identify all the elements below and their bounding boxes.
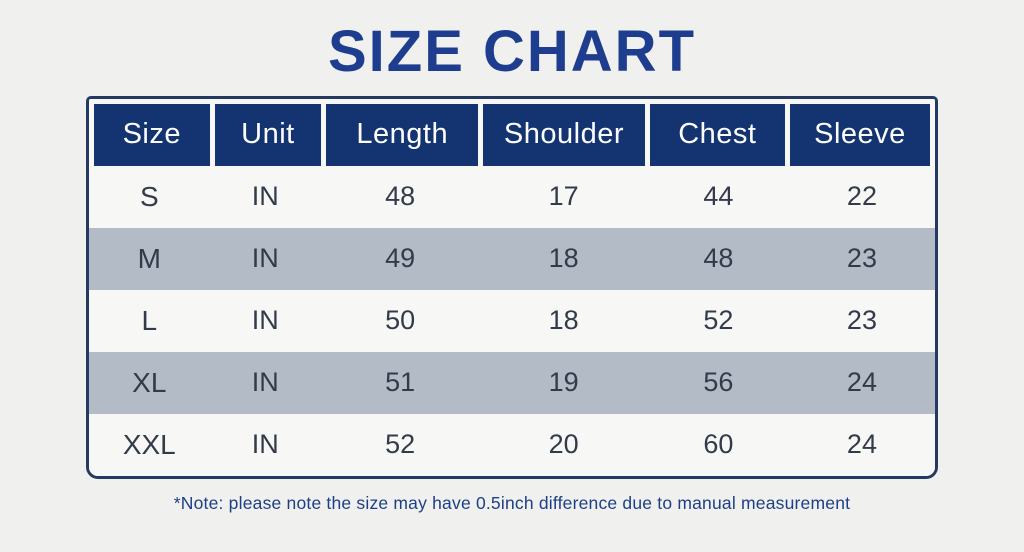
table-row-l: L IN 50 18 52 23 bbox=[89, 289, 935, 352]
table-cell: M bbox=[137, 242, 161, 274]
table-cell: 18 bbox=[548, 243, 579, 274]
table-cell: L bbox=[141, 304, 158, 336]
table-row-xxl: XXL IN 52 20 60 24 bbox=[89, 413, 935, 476]
table-cell: 22 bbox=[846, 181, 877, 212]
table-cell: 48 bbox=[385, 181, 416, 212]
table-cell: IN bbox=[251, 367, 279, 398]
table-cell: 23 bbox=[846, 305, 877, 336]
table-cell: 49 bbox=[385, 243, 416, 274]
table-cell: XL bbox=[132, 366, 167, 398]
table-row-xl: XL IN 51 19 56 24 bbox=[89, 351, 935, 414]
table-cell: IN bbox=[251, 243, 279, 274]
table-cell: 60 bbox=[703, 429, 734, 460]
table-cell: 48 bbox=[703, 243, 734, 274]
header-cell-length: Length bbox=[326, 103, 479, 166]
table-body: S IN 48 17 44 22 M IN 49 18 48 23 L IN 50 18 52 23 XL IN 51 1… bbox=[89, 165, 935, 476]
size-chart-table: Size Unit Length Shoulder Chest Sleeve S IN 48 1… bbox=[86, 95, 938, 479]
measurement-note: *Note: please note the size may have 0.5… bbox=[173, 492, 851, 513]
table-cell: 52 bbox=[385, 429, 416, 460]
header-cell-chest: Chest bbox=[649, 103, 785, 166]
table-cell: IN bbox=[251, 181, 279, 212]
table-row-m: M IN 49 18 48 23 bbox=[89, 227, 935, 290]
table-cell: XXL bbox=[122, 428, 176, 460]
table-cell: 19 bbox=[548, 367, 579, 398]
header-cell-size: Size bbox=[94, 103, 210, 166]
header-cell-unit: Unit bbox=[214, 103, 322, 166]
page-title: SIZE CHART bbox=[328, 19, 696, 84]
header-cell-shoulder: Shoulder bbox=[483, 103, 645, 166]
header-cell-sleeve: Sleeve bbox=[789, 103, 930, 166]
table-cell: IN bbox=[251, 305, 279, 336]
table-cell: 50 bbox=[385, 305, 416, 336]
table-row-s: S IN 48 17 44 22 bbox=[89, 165, 935, 228]
table-cell: 52 bbox=[703, 305, 734, 336]
table-cell: S bbox=[139, 180, 159, 212]
table-cell: IN bbox=[251, 429, 279, 460]
table-cell: 23 bbox=[846, 243, 877, 274]
table-cell: 51 bbox=[385, 367, 416, 398]
table-cell: 24 bbox=[846, 367, 877, 398]
table-cell: 17 bbox=[548, 181, 579, 212]
table-cell: 44 bbox=[703, 181, 734, 212]
table-header-row: Size Unit Length Shoulder Chest Sleeve bbox=[89, 98, 935, 166]
table-cell: 24 bbox=[846, 429, 877, 460]
table-cell: 56 bbox=[703, 367, 734, 398]
table-cell: 18 bbox=[548, 305, 579, 336]
table-cell: 20 bbox=[548, 429, 579, 460]
